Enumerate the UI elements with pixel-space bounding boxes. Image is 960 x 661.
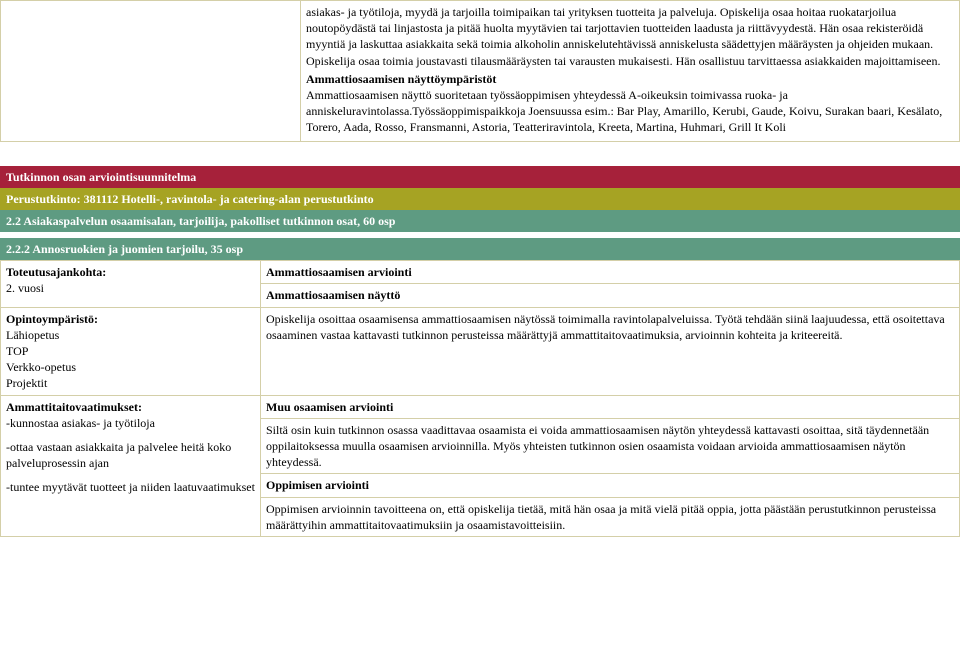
label-muu-osaamisen-arviointi: Muu osaamisen arviointi (266, 400, 393, 414)
opintoymp-line2: TOP (6, 343, 255, 359)
section-bar-annosruokien: 2.2.2 Annosruokien ja juomien tarjoilu, … (0, 238, 960, 260)
opintoymp-line4: Projektit (6, 375, 255, 391)
cell-oppimisen-text: Oppimisen arvioinnin tavoitteena on, ett… (261, 497, 960, 536)
label-oppimisen-arviointi: Oppimisen arviointi (266, 478, 369, 492)
label-ammattitaitovaatimukset: Ammattitaitovaatimukset: (6, 399, 255, 415)
cell-ammattitaitovaatimukset: Ammattitaitovaatimukset: -kunnostaa asia… (1, 395, 261, 536)
cell-arviointi-header: Ammattiosaamisen arviointi (261, 261, 960, 284)
text-oppimisen: Oppimisen arvioinnin tavoitteena on, ett… (266, 502, 936, 532)
ammattitaito-bullet2: -ottaa vastaan asiakkaita ja palvelee he… (6, 439, 255, 471)
opintoymp-line1: Lähiopetus (6, 327, 255, 343)
label-ammattiosaamisen-arviointi: Ammattiosaamisen arviointi (266, 265, 412, 279)
cell-naytto-header: Ammattiosaamisen näyttö (261, 284, 960, 307)
cell-oppimisen-header: Oppimisen arviointi (261, 474, 960, 497)
label-ammattiosaamisen-naytto: Ammattiosaamisen näyttö (266, 288, 400, 302)
cell-naytto-text: Opiskelija osoittaa osaamisensa ammattio… (261, 307, 960, 395)
top-excerpt-table: asiakas- ja työtiloja, myydä ja tarjoill… (0, 0, 960, 142)
section-bar-perustutkinto: Perustutkinto: 381112 Hotelli-, ravintol… (0, 188, 960, 210)
ammattitaito-bullet1: -kunnostaa asiakas- ja työtiloja (6, 415, 255, 431)
ammattitaito-bullet3: -tuntee myytävät tuotteet ja niiden laat… (6, 479, 255, 495)
section-bar-osaamisala: 2.2 Asiakaspalvelun osaamisalan, tarjoil… (0, 210, 960, 232)
opintoymp-line3: Verkko-opetus (6, 359, 255, 375)
label-opintoymparisto: Opintoympäristö: (6, 311, 255, 327)
cell-opintoymparisto: Opintoympäristö: Lähiopetus TOP Verkko-o… (1, 307, 261, 395)
main-grid: Toteutusajankohta: 2. vuosi Ammattiosaam… (0, 260, 960, 537)
section-bar-arviointisuunnitelma: Tutkinnon osan arviointisuunnitelma (0, 166, 960, 188)
text-muu: Siltä osin kuin tutkinnon osassa vaaditt… (266, 423, 929, 469)
top-paragraph-2: Ammattiosaamisen näyttö suoritetaan työs… (306, 87, 954, 136)
label-toteutusajankohta: Toteutusajankohta: (6, 264, 255, 280)
cell-muu-text: Siltä osin kuin tutkinnon osassa vaaditt… (261, 418, 960, 474)
value-toteutusajankohta: 2. vuosi (6, 280, 255, 296)
top-paragraph-1: asiakas- ja työtiloja, myydä ja tarjoill… (306, 4, 954, 69)
cell-toteutusajan: Toteutusajankohta: 2. vuosi (1, 261, 261, 307)
cell-muu-header: Muu osaamisen arviointi (261, 395, 960, 418)
top-right-content-cell: asiakas- ja työtiloja, myydä ja tarjoill… (301, 1, 960, 142)
text-naytto: Opiskelija osoittaa osaamisensa ammattio… (266, 312, 945, 342)
top-left-empty-cell (1, 1, 301, 142)
top-heading-environments: Ammattiosaamisen näyttöympäristöt (306, 71, 954, 87)
